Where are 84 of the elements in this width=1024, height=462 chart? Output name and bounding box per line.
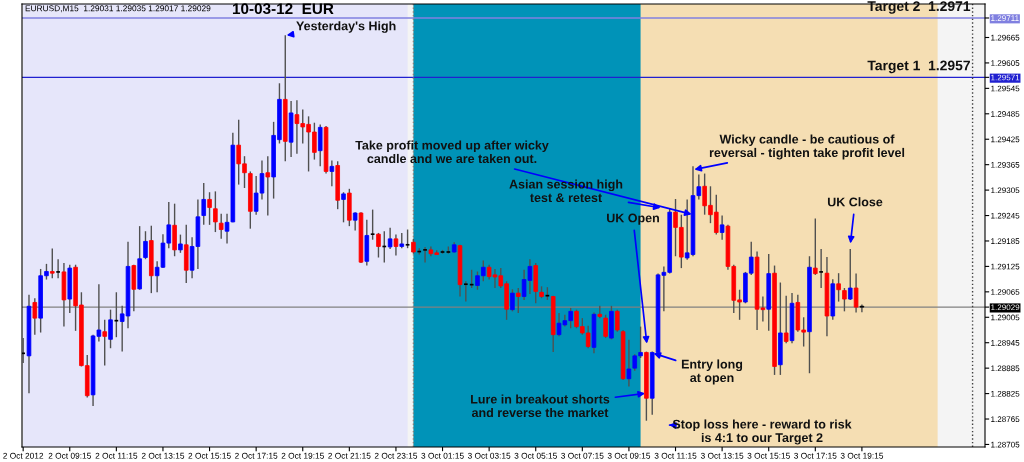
- x-tick-label: 3 Oct 17:15: [794, 452, 837, 459]
- y-tick-label: 1.29185: [991, 238, 1020, 244]
- candlestick: [853, 272, 859, 314]
- candlestick: [783, 294, 789, 344]
- annotation: Lure in breakout shorts and reverse the market: [471, 394, 610, 418]
- candlestick: [143, 230, 148, 260]
- candlestick: [329, 159, 335, 187]
- candlestick: [317, 123, 323, 168]
- candlestick: [341, 191, 346, 224]
- y-tick-label: 1.29125: [991, 263, 1020, 270]
- y-tick-label: 1.29425: [991, 136, 1020, 143]
- x-tick-label: 3 Oct 07:15: [561, 452, 604, 459]
- ref-line-label: Target 2 1.2971: [867, 1, 971, 14]
- candlestick: [614, 308, 620, 333]
- candlestick: [813, 217, 818, 276]
- candlestick: [422, 246, 428, 264]
- y-tick-label: 1.29665: [991, 34, 1020, 41]
- candlestick: [131, 264, 137, 313]
- y-tick-label: 1.28945: [991, 340, 1020, 346]
- candlestick: [842, 287, 847, 313]
- candlestick: [510, 288, 515, 313]
- x-tick-label: 2 Oct 13:15: [141, 452, 185, 459]
- y-tick-label: 1.29005: [991, 314, 1020, 321]
- x-tick-label: 3 Oct 05:15: [514, 452, 557, 459]
- y-tick-label: 1.29365: [991, 161, 1020, 168]
- x-tick-label: 2 Oct 11:15: [95, 452, 138, 459]
- chart-title: 10-03-12 EUR: [232, 3, 334, 15]
- x-tick-label: 3 Oct 19:15: [840, 452, 884, 459]
- candlestick: [387, 227, 393, 250]
- candlestick: [201, 182, 207, 226]
- x-tick-label: 2 Oct 2012: [3, 452, 44, 459]
- ref-line-label: Target 1 1.2957: [867, 60, 970, 74]
- candlestick: [836, 272, 841, 303]
- candlestick: [719, 214, 725, 241]
- x-tick-label: 2 Oct 09:15: [48, 452, 91, 459]
- y-tick-label: 1.29305: [991, 187, 1020, 194]
- y-tick-label: 1.28705: [991, 441, 1020, 448]
- y-tick-label: 1.29605: [991, 60, 1020, 66]
- candlestick: [32, 297, 38, 336]
- x-tick-label: 2 Oct 19:15: [281, 452, 324, 459]
- y-tick-label: 1.28885: [991, 365, 1020, 372]
- candlestick: [102, 319, 107, 367]
- candlestick: [178, 233, 183, 254]
- candlestick: [218, 213, 224, 240]
- x-tick-label: 3 Oct 03:15: [467, 452, 511, 459]
- x-tick-label: 3 Oct 11:15: [654, 452, 697, 459]
- candlestick: [818, 248, 824, 289]
- annotation: Entry long at open: [681, 359, 743, 385]
- x-tick-label: 2 Oct 21:15: [328, 452, 371, 459]
- annotation: Yesterday's High: [296, 21, 396, 33]
- y-tick-label: 1.29711: [991, 15, 1019, 21]
- candlestick: [207, 191, 212, 226]
- candlestick: [108, 308, 113, 349]
- candlestick: [859, 303, 865, 313]
- candlestick: [352, 211, 358, 232]
- x-tick-label: 3 Oct 01:15: [421, 452, 464, 459]
- annotation: UK Close: [827, 197, 883, 207]
- x-tick-label: 2 Oct 23:15: [374, 452, 418, 459]
- y-tick-label: 1.28825: [991, 390, 1020, 397]
- y-tick-label: 1.29545: [991, 85, 1020, 92]
- candlestick: [603, 314, 608, 339]
- candlestick: [50, 247, 55, 279]
- y-tick-label: 1.29485: [991, 111, 1020, 117]
- candlestick: [463, 280, 469, 303]
- x-tick-label: 2 Oct 15:15: [188, 452, 231, 459]
- candlestick: [393, 233, 399, 257]
- candlestick: [213, 190, 218, 233]
- y-tick-label: 1.29065: [991, 289, 1020, 295]
- chart-subtitle: EURUSD,M15 1.29031 1.29035 1.29017 1.29029: [25, 5, 211, 13]
- y-tick-label: 1.29245: [991, 212, 1020, 219]
- y-tick-label: 1.28765: [991, 416, 1020, 423]
- y-tick-label: 1.29029: [991, 304, 1020, 311]
- x-tick-label: 3 Oct 13:15: [700, 452, 744, 459]
- x-tick-label: 3 Oct 09:15: [607, 452, 651, 459]
- candlestick: [847, 248, 853, 301]
- candlestick: [404, 228, 411, 249]
- candlestick: [265, 155, 271, 217]
- x-tick-label: 3 Oct 15:15: [747, 452, 790, 459]
- candlestick: [376, 232, 381, 259]
- candlestick: [515, 287, 521, 314]
- annotation: Wicky candle - be cautious of reversal - tighten take profit level: [709, 134, 905, 160]
- y-tick-label: 1.29571: [991, 74, 1020, 81]
- candlestick: [55, 258, 61, 279]
- x-tick-label: 2 Oct 17:15: [235, 452, 278, 459]
